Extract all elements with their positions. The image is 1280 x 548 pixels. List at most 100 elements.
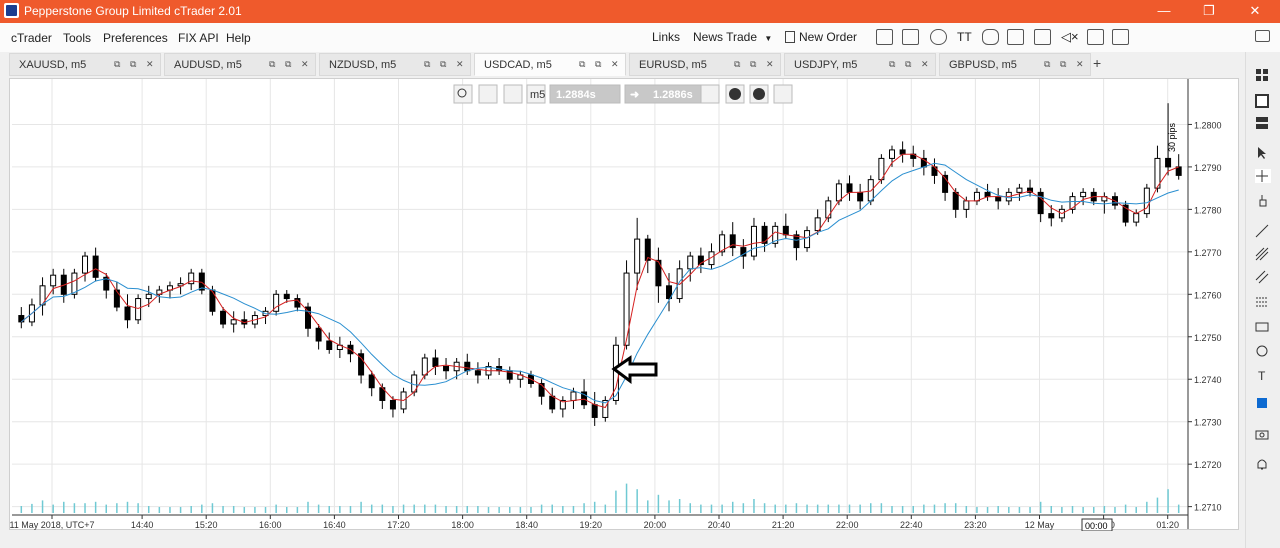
zoom-icon[interactable] (453, 84, 473, 104)
layout-grid-icon[interactable] (1255, 68, 1271, 82)
close-icon[interactable]: ✕ (146, 59, 154, 69)
detach-icon[interactable]: ⧉ (269, 59, 276, 69)
duplicate-icon[interactable]: ⧉ (1060, 59, 1067, 69)
duplicate-icon[interactable]: ⧉ (130, 59, 137, 69)
crosshair-icon[interactable] (1255, 169, 1271, 183)
menu-preferences[interactable]: Preferences (103, 31, 168, 45)
mute-icon[interactable]: ◁× (1061, 29, 1079, 44)
candle-body (92, 255, 99, 278)
minimize-button[interactable]: — (1157, 3, 1171, 18)
alert-bell-icon[interactable] (1255, 457, 1271, 471)
x-tick-label: 14:40 (131, 520, 154, 530)
duplicate-icon[interactable]: ⧉ (750, 59, 757, 69)
y-tick-label: 1.2760 (1194, 290, 1222, 300)
channel-icon[interactable] (1255, 270, 1271, 284)
menu-help[interactable]: Help (226, 31, 251, 45)
close-icon[interactable]: ✕ (301, 59, 309, 69)
duplicate-icon[interactable]: ⧉ (285, 59, 292, 69)
chart-settings-icon[interactable] (478, 84, 498, 104)
menu-tools[interactable]: Tools (63, 31, 92, 45)
detach-icon[interactable]: ⧉ (1044, 59, 1051, 69)
maximize-button[interactable]: ❐ (1203, 3, 1215, 18)
candle-body (963, 200, 970, 210)
split-chart-icon[interactable] (1255, 116, 1271, 130)
sell-price: 1.2884s (556, 89, 596, 101)
x-tick-label: 15:20 (195, 520, 218, 530)
add-tab-button[interactable]: + (1093, 55, 1102, 71)
candle-body (740, 247, 747, 257)
menu-ctrader[interactable]: cTrader (11, 31, 52, 45)
zoom-fit-icon[interactable] (1255, 194, 1271, 208)
candle-body (1122, 204, 1129, 223)
text-tool-icon[interactable]: T (1255, 368, 1271, 383)
candle-body (708, 251, 715, 266)
close-icon[interactable]: ✕ (456, 59, 464, 69)
printer-icon[interactable] (1007, 29, 1024, 45)
detach-icon[interactable]: ⧉ (734, 59, 741, 69)
detach-icon[interactable]: ⧉ (114, 59, 121, 69)
trader-icon[interactable] (773, 84, 793, 104)
links-button[interactable]: Links (652, 30, 681, 44)
y-tick-label: 1.2710 (1194, 503, 1222, 513)
new-order-button[interactable]: New Order (785, 30, 857, 46)
news-trade-dropdown[interactable]: News Trade ▼ (693, 30, 772, 46)
tab-usdjpy[interactable]: USDJPY, m5 ⧉ ⧉ ✕ (784, 53, 936, 76)
tt-icon[interactable]: TT (957, 30, 972, 44)
video-icon[interactable] (902, 29, 919, 45)
keyboard-icon[interactable] (1255, 30, 1270, 42)
left-arrow-annotation (611, 355, 658, 384)
fibonacci-icon[interactable] (1255, 247, 1271, 261)
hand-icon[interactable] (982, 29, 999, 45)
candle-body (432, 357, 439, 367)
line-tool-icon[interactable] (1255, 224, 1271, 238)
tab-gbpusd[interactable]: GBPUSD, m5 ⧉ ⧉ ✕ (939, 53, 1091, 76)
window-icon[interactable] (1087, 29, 1104, 45)
duplicate-icon[interactable]: ⧉ (905, 59, 912, 69)
fib-levels-icon[interactable] (1255, 295, 1271, 309)
candle-body (857, 191, 864, 202)
detach-icon[interactable]: ⧉ (889, 59, 896, 69)
detach-icon[interactable]: ⧉ (424, 59, 431, 69)
fullscreen-icon[interactable] (1112, 29, 1129, 45)
svg-text:T: T (1258, 369, 1266, 382)
camera-icon[interactable] (1255, 427, 1271, 441)
tab-usdcad[interactable]: USDCAD, m5 ⧉ ⧉ ✕ (474, 53, 626, 76)
close-icon[interactable]: ✕ (766, 59, 774, 69)
rectangle-tool-icon[interactable] (1255, 320, 1271, 334)
y-tick-label: 1.2770 (1194, 248, 1222, 258)
duplicate-icon[interactable]: ⧉ (595, 59, 602, 69)
candle-body (474, 370, 481, 376)
close-button[interactable]: ✕ (1249, 3, 1261, 18)
pips-label: 30 pips (1167, 122, 1177, 152)
menu-fix-api[interactable]: FIX API (178, 31, 219, 45)
color-picker-icon[interactable] (1255, 396, 1271, 410)
candle-body (729, 234, 736, 249)
single-chart-icon[interactable] (1255, 94, 1271, 108)
detach-icon[interactable] (876, 29, 893, 45)
tab-xauusd[interactable]: XAUUSD, m5 ⧉ ⧉ ✕ (9, 53, 161, 76)
usdcad-chart[interactable]: 1.2800 1.2790 1.2780 1.2770 1.2760 1.2750 1.27… (10, 79, 1240, 531)
chart-area[interactable]: 1.2800 1.2790 1.2780 1.2770 1.2760 1.2750 1.27… (9, 78, 1240, 531)
duplicate-icon[interactable]: ⧉ (440, 59, 447, 69)
close-icon[interactable]: ✕ (921, 59, 929, 69)
ellipse-tool-icon[interactable] (1255, 344, 1271, 358)
tab-eurusd[interactable]: EURUSD, m5 ⧉ ⧉ ✕ (629, 53, 781, 76)
x-tick-label: 23:20 (964, 520, 987, 530)
candle-body (995, 196, 1002, 202)
y-tick-label: 1.2790 (1194, 163, 1222, 173)
settings-icon[interactable] (930, 29, 947, 45)
tab-audusd[interactable]: AUDUSD, m5 ⧉ ⧉ ✕ (164, 53, 316, 76)
close-icon[interactable]: ✕ (1076, 59, 1084, 69)
list-icon[interactable] (700, 84, 720, 104)
detach-icon[interactable]: ⧉ (579, 59, 586, 69)
close-icon[interactable]: ✕ (611, 59, 619, 69)
candle-body (835, 183, 842, 202)
candlestick-icon[interactable] (503, 84, 523, 104)
tab-nzdusd[interactable]: NZDUSD, m5 ⧉ ⧉ ✕ (319, 53, 471, 76)
candle-body (591, 404, 598, 418)
pointer-icon[interactable] (1255, 146, 1271, 160)
chevron-down-icon: ▼ (764, 34, 773, 43)
timeframe-button[interactable] (526, 84, 546, 104)
sell-button[interactable] (549, 84, 621, 104)
mail-icon[interactable] (1034, 29, 1051, 45)
